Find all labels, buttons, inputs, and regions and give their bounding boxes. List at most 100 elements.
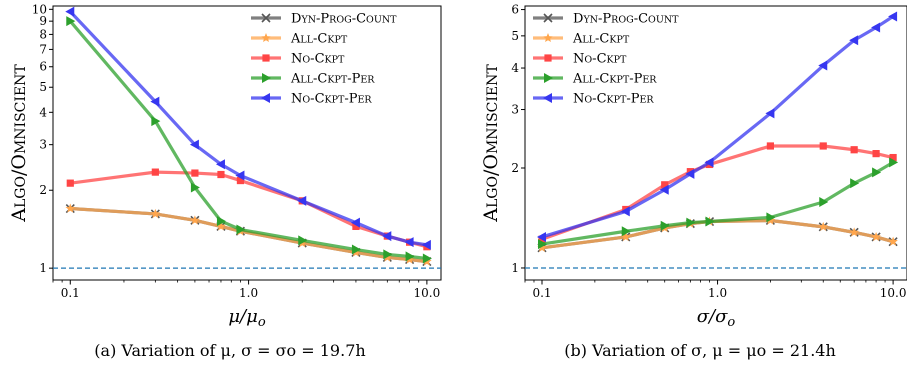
legend-entry: DYN-PROG-COUNT [251, 12, 397, 27]
data-point [190, 215, 200, 225]
data-point [190, 182, 200, 193]
y-tick-label: 7 [39, 42, 47, 56]
y-tick-label: 2 [511, 161, 519, 175]
data-point [215, 159, 225, 170]
data-point [217, 170, 225, 179]
series-line [69, 10, 428, 247]
data-point [889, 157, 899, 168]
legend-label: NO-CKPT-PER [291, 92, 372, 107]
data-point [872, 167, 882, 178]
data-point [65, 203, 76, 213]
legend-marker [261, 33, 271, 43]
legend-label: NO-CKPT [291, 52, 345, 67]
legend-marker [543, 13, 553, 23]
data-point [685, 168, 695, 179]
data-point [888, 11, 898, 22]
series-line [541, 218, 894, 250]
data-point [298, 235, 308, 246]
data-point [660, 220, 670, 231]
x-minor-ticks [52, 280, 420, 283]
y-tick-label: 10 [32, 2, 47, 16]
x-tick-label: 1.0 [239, 286, 258, 300]
data-point [352, 222, 360, 230]
data-point [537, 231, 547, 242]
legend: DYN-PROG-COUNT ALL-CKPT NO-CKPT ALL-CKPT-PE… [251, 12, 397, 107]
series-no-ckpt [66, 168, 431, 251]
data-point [421, 239, 431, 250]
series-line [541, 144, 894, 241]
legend-marker [261, 93, 270, 103]
data-point [422, 253, 432, 264]
data-point [151, 168, 159, 176]
data-point [686, 217, 696, 228]
data-point [216, 221, 226, 231]
legend-marker [543, 93, 552, 103]
series-line [541, 218, 894, 250]
y-tick-label: 3 [511, 103, 519, 117]
y-axis-label: ALGO/OMNISCIENT [8, 64, 30, 223]
y-tick-label: 3 [39, 138, 47, 152]
legend-marker [261, 13, 271, 23]
y-tick-label: 1 [511, 261, 519, 275]
legend-entry: ALL-CKPT [533, 32, 630, 47]
plot-frame [52, 5, 442, 281]
data-point [766, 212, 776, 223]
x-tick-label: 0.1 [532, 286, 551, 300]
data-point [189, 139, 199, 150]
data-point [350, 217, 360, 228]
data-point [871, 231, 881, 241]
series-line [541, 15, 894, 239]
data-point [872, 150, 880, 158]
y-axis-label: ALGO/OMNISCIENT [480, 64, 502, 223]
data-point [538, 239, 548, 250]
legend: DYN-PROG-COUNT ALL-CKPT NO-CKPT ALL-CKPT-PE… [533, 12, 679, 107]
data-point [382, 231, 392, 242]
x-minor-ticks [524, 280, 886, 283]
data-point [765, 108, 775, 119]
legend-entry: NO-CKPT [533, 52, 627, 67]
series-no-ckpt-per [65, 6, 431, 250]
data-point [191, 169, 199, 177]
data-point [216, 216, 226, 227]
legend-label: ALL-CKPT-PER [290, 72, 375, 87]
data-point [819, 142, 827, 150]
legend-entry: NO-CKPT-PER [533, 92, 654, 107]
legend-marker [544, 54, 552, 62]
data-point [620, 206, 630, 217]
data-point [404, 237, 414, 248]
data-point [888, 236, 898, 246]
data-point [850, 146, 858, 154]
legend-marker [262, 73, 271, 83]
x-tick-label: 10.0 [414, 286, 441, 300]
y-tick-label: 4 [39, 105, 47, 119]
plot-frame [524, 5, 907, 281]
series-all-ckpt [65, 203, 432, 266]
figure-caption: (b) Variation of σ, μ = μo = 21.4h [564, 341, 836, 360]
data-point [537, 242, 547, 252]
data-point [704, 157, 714, 168]
series-line [69, 20, 428, 261]
legend-entry: ALL-CKPT-PER [533, 72, 657, 87]
legend-label: DYN-PROG-COUNT [573, 12, 679, 27]
series-line [70, 206, 428, 264]
data-point [297, 195, 307, 206]
data-point [405, 251, 415, 262]
y-tick-label: 6 [511, 3, 519, 17]
data-point [351, 244, 361, 255]
data-point [150, 208, 161, 218]
data-point [65, 6, 75, 17]
data-point [705, 216, 715, 227]
data-point [818, 60, 828, 71]
data-point [849, 227, 859, 237]
y-tick-label: 5 [511, 29, 519, 43]
data-point [661, 181, 669, 189]
legend-marker [544, 73, 553, 83]
y-tick-label: 6 [39, 60, 47, 74]
legend-entry: DYN-PROG-COUNT [533, 12, 679, 27]
y-tick-label: 8 [39, 27, 47, 41]
data-point [819, 197, 829, 208]
data-point [659, 184, 669, 195]
figure-caption: (a) Variation of μ, σ = σo = 19.7h [94, 341, 365, 360]
legend-entry: NO-CKPT-PER [251, 92, 372, 107]
